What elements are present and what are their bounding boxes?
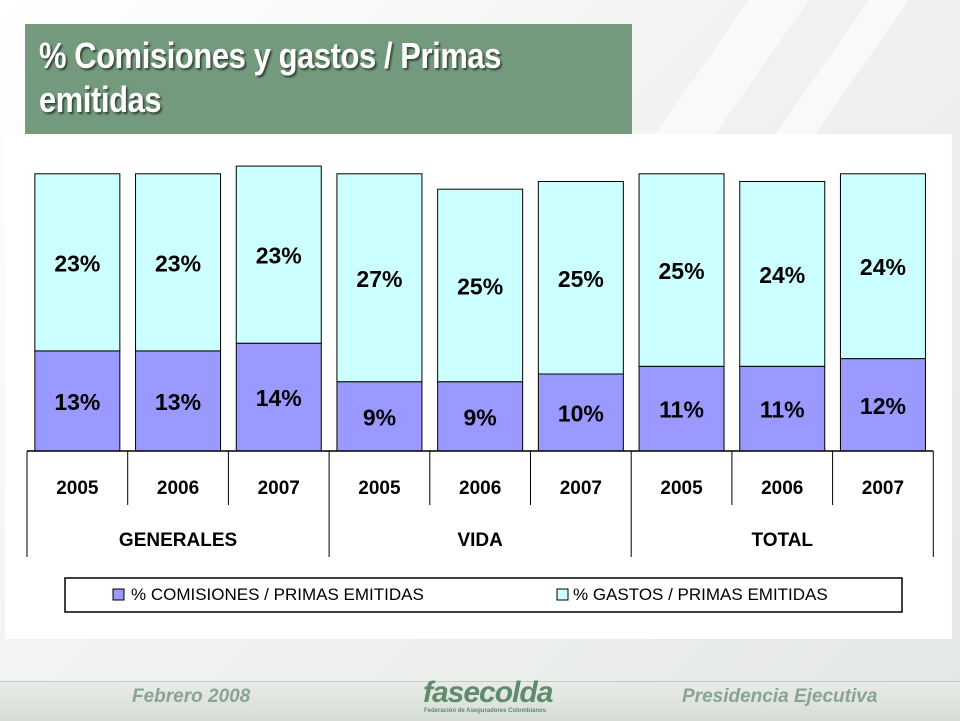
data-label-gastos: 23% xyxy=(155,250,201,276)
x-tick-label: 2005 xyxy=(660,478,703,499)
data-label-gastos: 23% xyxy=(256,243,302,269)
data-label-comisiones: 13% xyxy=(54,389,100,415)
bar-gastos xyxy=(34,173,121,352)
data-label-comisiones: 14% xyxy=(256,385,302,411)
legend-label-gastos: % GASTOS / PRIMAS EMITIDAS xyxy=(573,585,828,604)
data-label-comisiones: 13% xyxy=(155,389,201,415)
legend-label-comisiones: % COMISIONES / PRIMAS EMITIDAS xyxy=(131,585,424,604)
group-label: GENERALES xyxy=(119,530,237,551)
x-tick-label: 2007 xyxy=(258,478,300,499)
data-label-gastos: 23% xyxy=(54,250,100,276)
legend-swatch-comisiones xyxy=(112,588,125,601)
fasecolda-logo-subtitle: Federación de Aseguradores Colombianos xyxy=(424,708,547,714)
group-label: TOTAL xyxy=(751,530,813,551)
data-label-comisiones: 9% xyxy=(363,404,396,430)
data-label-gastos: 27% xyxy=(356,266,402,292)
bar-gastos xyxy=(537,181,624,375)
data-label-gastos: 25% xyxy=(558,266,604,292)
x-tick-label: 2005 xyxy=(358,478,401,499)
data-label-comisiones: 11% xyxy=(659,397,704,423)
bar-gastos xyxy=(437,188,524,383)
bar-comisiones xyxy=(336,381,423,452)
x-tick-label: 2006 xyxy=(157,478,199,499)
footer-department: Presidencia Ejecutiva xyxy=(682,686,878,707)
bar-comisiones xyxy=(34,350,121,452)
data-label-gastos: 24% xyxy=(759,262,805,288)
data-label-gastos: 24% xyxy=(860,254,906,280)
bar-comisiones xyxy=(839,358,926,452)
bar-gastos xyxy=(235,165,322,344)
data-label-gastos: 25% xyxy=(457,273,503,299)
x-tick-label: 2006 xyxy=(761,478,803,499)
legend-box xyxy=(64,577,903,613)
page-title: % Comisiones y gastos / Primas emitidas xyxy=(39,35,501,120)
bar-gastos xyxy=(839,173,926,360)
footer-bar xyxy=(0,681,960,721)
bar-gastos xyxy=(135,173,222,352)
bar-gastos xyxy=(739,181,826,367)
fasecolda-logo: fasecolda xyxy=(423,676,553,709)
x-tick-label: 2007 xyxy=(862,478,904,499)
data-label-comisiones: 9% xyxy=(464,404,497,430)
x-tick-label: 2005 xyxy=(56,478,99,499)
bar-gastos xyxy=(336,173,423,383)
x-tick-label: 2006 xyxy=(459,478,501,499)
footer-date: Febrero 2008 xyxy=(132,686,251,707)
title-box: % Comisiones y gastos / Primas emitidas xyxy=(25,24,632,134)
bar-comisiones xyxy=(537,373,624,452)
group-label: VIDA xyxy=(457,530,503,551)
legend-swatch-gastos xyxy=(556,588,569,601)
data-label-comisiones: 10% xyxy=(558,401,604,427)
data-label-comisiones: 12% xyxy=(860,393,906,419)
bar-gastos xyxy=(638,173,725,367)
data-label-comisiones: 11% xyxy=(760,397,805,423)
x-tick-label: 2007 xyxy=(560,478,602,499)
data-label-gastos: 25% xyxy=(659,258,705,284)
